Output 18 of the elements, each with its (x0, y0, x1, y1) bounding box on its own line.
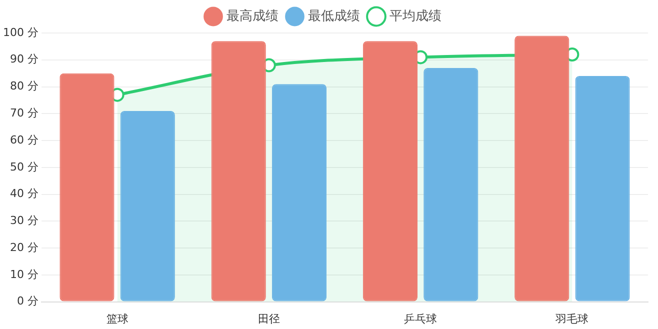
y-tick-label: 50 分 (10, 160, 38, 174)
x-tick-label: 篮球 (106, 312, 128, 326)
x-tick-label: 羽毛球 (556, 312, 589, 326)
y-tick-label: 10 分 (10, 268, 38, 281)
y-tick-label: 90 分 (10, 52, 38, 66)
y-tick-label: 30 分 (10, 214, 38, 228)
legend-label: 最高成绩 (226, 8, 278, 24)
y-tick-label: 100 分 (2, 26, 38, 39)
y-tick-label: 20 分 (10, 240, 38, 254)
legend-label: 最低成绩 (308, 8, 360, 24)
x-tick-label: 乒乓球 (404, 312, 438, 326)
legend-label: 平均成绩 (389, 8, 442, 24)
y-tick-label: 60 分 (10, 133, 38, 146)
y-tick-label: 40 分 (10, 187, 38, 200)
y-tick-label: 70 分 (10, 106, 38, 120)
y-tick-label: 80 分 (10, 80, 38, 93)
y-tick-label: 0 分 (16, 294, 38, 308)
x-tick-label: 田径 (258, 312, 280, 326)
